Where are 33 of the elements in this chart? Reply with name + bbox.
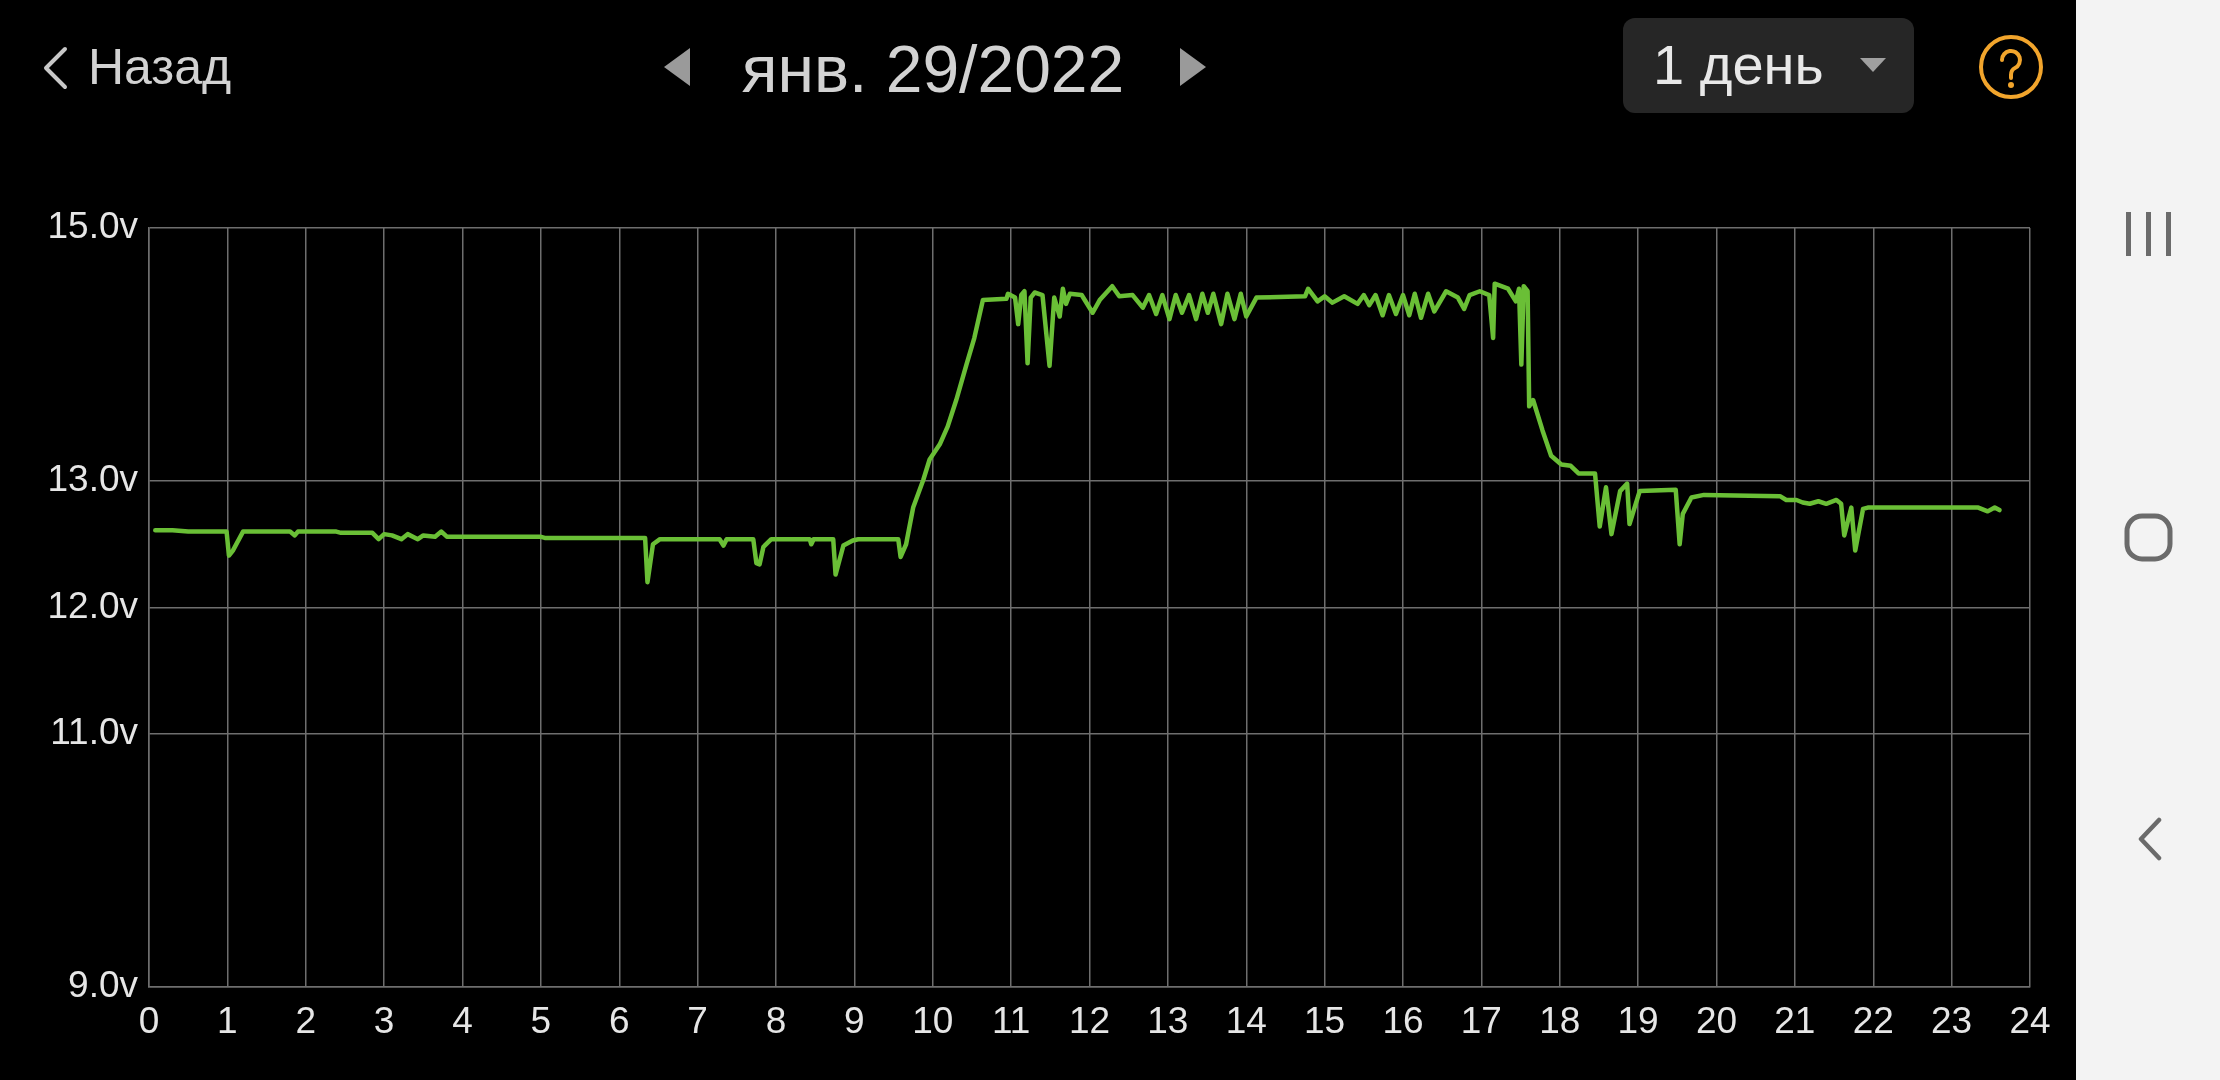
dropdown: 1 день bbox=[1623, 18, 1914, 113]
x-tick-label: 4 bbox=[452, 1000, 473, 1042]
x-tick-label: 3 bbox=[373, 1000, 395, 1042]
x-tick-label: 18 bbox=[1539, 1000, 1581, 1042]
x-tick-label: 22 bbox=[1852, 1000, 1894, 1042]
x-tick-label: 19 bbox=[1617, 1000, 1659, 1042]
x-tick-label: 12 bbox=[1068, 1000, 1111, 1042]
text: Назад bbox=[88, 38, 232, 97]
y-tick-label: 15.0v bbox=[47, 205, 139, 247]
y-tick-label: 13.0v bbox=[47, 458, 139, 500]
x-tick-label: 1 bbox=[217, 1000, 238, 1042]
x-tick-label: 24 bbox=[2009, 1000, 2051, 1042]
x-tick-label: 8 bbox=[765, 1000, 787, 1042]
x-tick-label: 11 bbox=[991, 1000, 1031, 1042]
x-tick-label: 6 bbox=[608, 1000, 630, 1042]
x-tick-label: 21 bbox=[1774, 1000, 1816, 1042]
x-tick-label: 9 bbox=[844, 1000, 865, 1042]
y-tick-label: 9.0v bbox=[68, 964, 139, 1006]
x-tick-label: 20 bbox=[1695, 1000, 1738, 1042]
x-tick-label: 13 bbox=[1147, 1000, 1189, 1042]
chart-title: янв. 29/2022 bbox=[740, 32, 1126, 106]
x-tick-label: 14 bbox=[1225, 1000, 1267, 1042]
x-tick-label: 7 bbox=[687, 1000, 708, 1042]
x-tick-label: 16 bbox=[1382, 1000, 1424, 1042]
x-tick-label: 5 bbox=[530, 1000, 552, 1042]
x-tick-label: 2 bbox=[295, 1000, 317, 1042]
x-tick-label: 15 bbox=[1304, 1000, 1346, 1042]
x-tick-label: 10 bbox=[912, 1000, 954, 1042]
y-tick-label: 11.0v bbox=[50, 711, 139, 753]
x-tick-label: 0 bbox=[138, 1000, 160, 1042]
y-tick-label: 12.0v bbox=[47, 584, 139, 626]
x-tick-label: 23 bbox=[1931, 1000, 1973, 1042]
x-tick-label: 17 bbox=[1460, 1000, 1502, 1042]
